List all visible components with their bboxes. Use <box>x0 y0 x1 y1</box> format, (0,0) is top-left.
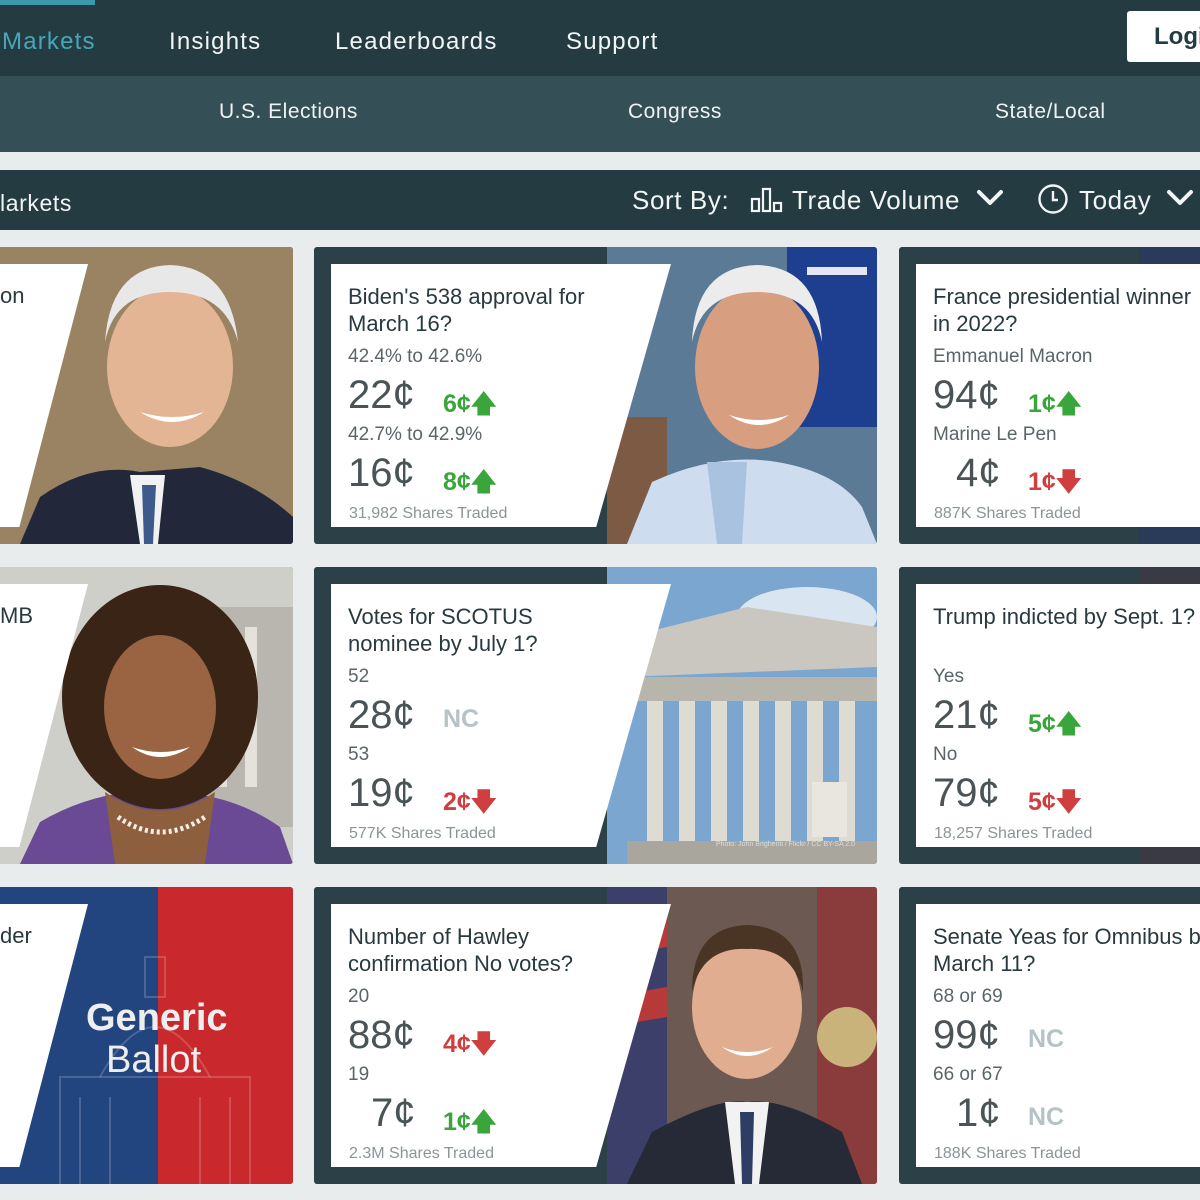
card-panel <box>916 584 1200 847</box>
market-card[interactable]: Senate Yeas for Omnibus by March 11? 68 … <box>899 887 1200 1184</box>
arrow-up-icon: 🡅 <box>1055 390 1082 418</box>
sort-dropdown[interactable]: Trade Volume <box>792 185 961 215</box>
bar-chart-icon <box>750 187 783 213</box>
shares-traded: 887K Shares Traded <box>934 505 1081 522</box>
nav-leaderboards[interactable]: Leaderboards <box>335 28 498 55</box>
card-question: Votes for SCOTUS nominee by July 1? <box>348 604 538 656</box>
option-price: 19¢ <box>348 771 415 815</box>
option-label: 20 <box>348 986 370 1007</box>
option-price: 21¢ <box>933 693 1000 737</box>
supreme-court-photo <box>607 567 877 864</box>
option-label: 42.4% to 42.6% <box>348 346 483 367</box>
ballot-title-line2: Ballot <box>106 1039 202 1081</box>
option-price: 88¢ <box>348 1013 415 1057</box>
price-change: 4¢🡇 <box>443 1030 497 1058</box>
ballot-title-line1: Generic <box>86 997 228 1039</box>
nav-markets[interactable]: Markets <box>2 28 96 55</box>
price-change: 1¢🡅 <box>1028 390 1082 418</box>
nav-support[interactable]: Support <box>566 28 659 55</box>
market-card[interactable]: Number of Hawley confirmation No votes? … <box>314 887 877 1184</box>
card-question: Trump indicted by Sept. 1? <box>933 604 1196 629</box>
option-price: 1¢ <box>956 1091 1001 1135</box>
option-price: 94¢ <box>933 373 1000 417</box>
subnav-congress[interactable]: Congress <box>628 100 722 123</box>
price-change: 5¢🡅 <box>1028 710 1082 738</box>
sub-nav: U.S. Elections Congress State/Local <box>0 76 1200 152</box>
chevron-down-icon[interactable] <box>976 188 1004 208</box>
biden-rally-photo <box>607 247 877 544</box>
card-question: France presidential winner in 2022? <box>933 284 1192 336</box>
shares-traded: 31,982 Shares Traded <box>349 505 508 522</box>
arrow-down-icon: 🡇 <box>1055 468 1082 496</box>
top-nav: Markets Insights Leaderboards Support Lo… <box>0 0 1200 76</box>
price-change: 1¢🡅 <box>443 1108 497 1136</box>
time-dropdown[interactable]: Today <box>1079 185 1152 215</box>
option-price: 16¢ <box>348 451 415 495</box>
arrow-down-icon: 🡇 <box>470 788 497 816</box>
option-price: 4¢ <box>956 451 1001 495</box>
price-change: 1¢🡇 <box>1028 468 1082 496</box>
option-label: 19 <box>348 1064 370 1085</box>
card-question-partial: MB <box>0 603 33 628</box>
market-card[interactable]: Trump indicted by Sept. 1? Yes 21¢ 5¢🡅 N… <box>899 567 1200 864</box>
price-change: NC <box>443 705 480 733</box>
card-question: Biden's 538 approval for March 16? <box>348 284 585 336</box>
card-panel <box>916 904 1200 1167</box>
sort-label: Sort By: <box>632 185 730 215</box>
price-change: NC <box>1028 1025 1065 1053</box>
option-label: 66 or 67 <box>933 1064 1003 1085</box>
option-label: 42.7% to 42.9% <box>348 424 483 445</box>
market-card[interactable]: Biden's 538 approval for March 16? 42.4%… <box>314 247 877 544</box>
clock-icon <box>1038 184 1068 214</box>
market-card[interactable]: France presidential winner in 2022? Emma… <box>899 247 1200 544</box>
option-label: No <box>933 744 958 765</box>
market-card[interactable]: Votes for SCOTUS nominee by July 1? 52 2… <box>314 567 877 864</box>
active-tab-indicator <box>0 0 95 5</box>
photo-credit: Photo: John Brighenti / Flickr / CC BY-S… <box>716 841 856 848</box>
subnav-us-elections[interactable]: U.S. Elections <box>219 100 358 123</box>
card-question: Senate Yeas for Omnibus by March 11? <box>933 924 1200 976</box>
option-label: 52 <box>348 666 370 687</box>
option-label: Marine Le Pen <box>933 424 1057 445</box>
price-change: 5¢🡇 <box>1028 788 1082 816</box>
chevron-down-icon[interactable] <box>1166 188 1194 208</box>
price-change: 6¢🡅 <box>443 390 497 418</box>
option-label: Yes <box>933 666 964 687</box>
arrow-up-icon: 🡅 <box>470 468 497 496</box>
option-label: Emmanuel Macron <box>933 346 1093 367</box>
card-question-partial: on <box>0 283 25 308</box>
arrow-down-icon: 🡇 <box>470 1030 497 1058</box>
market-card-partial[interactable]: der Generic Ballot <box>0 887 293 1184</box>
arrow-up-icon: 🡅 <box>470 1108 497 1136</box>
market-card-partial[interactable]: MB <box>0 567 293 864</box>
card-panel <box>916 264 1200 527</box>
option-price: 79¢ <box>933 771 1000 815</box>
market-card-partial[interactable]: on <box>0 247 293 544</box>
shares-traded: 2.3M Shares Traded <box>349 1145 494 1162</box>
nav-insights[interactable]: Insights <box>169 28 262 55</box>
login-button[interactable]: Logi <box>1127 11 1200 62</box>
arrow-up-icon: 🡅 <box>470 390 497 418</box>
arrow-up-icon: 🡅 <box>1055 710 1082 738</box>
price-change: NC <box>1028 1103 1065 1131</box>
option-price: 22¢ <box>348 373 415 417</box>
shares-traded: 577K Shares Traded <box>349 825 496 842</box>
section-title: larkets <box>0 190 72 216</box>
card-question: Number of Hawley confirmation No votes? <box>348 924 573 976</box>
sort-bar: larkets Sort By: Trade Volume Today <box>0 170 1200 230</box>
arrow-down-icon: 🡇 <box>1055 788 1082 816</box>
shares-traded: 18,257 Shares Traded <box>934 825 1093 842</box>
option-label: 68 or 69 <box>933 986 1003 1007</box>
price-change: 8¢🡅 <box>443 468 497 496</box>
option-price: 28¢ <box>348 693 415 737</box>
option-label: 53 <box>348 744 370 765</box>
subnav-state-local[interactable]: State/Local <box>995 100 1106 123</box>
official-portrait-photo <box>0 567 293 864</box>
option-price: 7¢ <box>371 1091 416 1135</box>
card-question-partial: der <box>0 923 32 948</box>
price-change: 2¢🡇 <box>443 788 497 816</box>
option-price: 99¢ <box>933 1013 1000 1057</box>
shares-traded: 188K Shares Traded <box>934 1145 1081 1162</box>
